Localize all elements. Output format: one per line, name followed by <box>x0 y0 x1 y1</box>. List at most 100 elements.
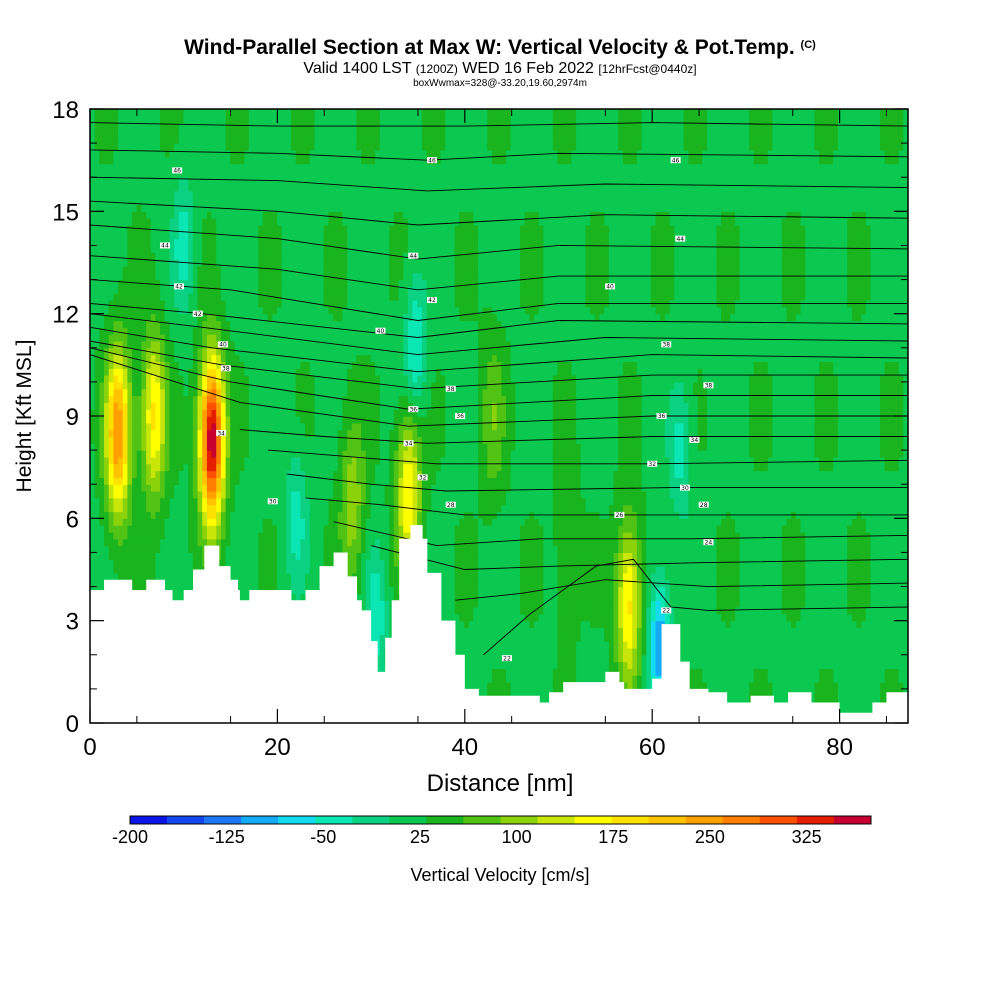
heat-cell <box>206 532 213 540</box>
heat-cell <box>478 641 484 649</box>
heat-cell <box>576 627 582 635</box>
heat-cell <box>688 641 694 649</box>
heat-cell <box>529 661 535 669</box>
heat-cell <box>702 668 708 676</box>
heat-cell <box>613 634 619 642</box>
heat-cell <box>478 572 484 581</box>
heat-cell <box>622 593 629 601</box>
heat-cell <box>636 641 643 649</box>
heat-cell <box>225 559 231 567</box>
heat-cell <box>697 668 703 676</box>
heat-cell <box>735 648 741 656</box>
heat-cell <box>622 634 629 642</box>
heat-cell <box>506 688 512 697</box>
heat-cell <box>552 586 559 594</box>
heat-cell <box>851 532 858 540</box>
heat-cell <box>805 579 811 588</box>
heat-cell <box>220 559 227 567</box>
heat-cell <box>487 607 493 615</box>
heat-cell <box>562 572 568 581</box>
heat-cell <box>449 572 456 581</box>
heat-cell <box>178 525 185 533</box>
heat-cell <box>496 620 502 629</box>
heat-cell <box>856 675 862 683</box>
heat-cell <box>744 688 750 697</box>
heat-cell <box>880 552 886 560</box>
heat-cell <box>805 675 811 683</box>
heat-cell <box>875 552 881 560</box>
heat-cell <box>758 600 764 608</box>
heat-cell <box>492 559 498 567</box>
heat-cell <box>627 654 633 663</box>
heat-cell <box>795 654 802 663</box>
heat-cell <box>248 545 255 553</box>
heat-cell <box>291 525 297 533</box>
heat-cell <box>384 572 390 581</box>
heat-cell <box>828 607 834 615</box>
heat-cell <box>118 566 124 574</box>
valid-time: Valid 1400 LST <box>303 60 412 77</box>
heat-cell <box>538 634 544 642</box>
heat-cell <box>735 668 741 676</box>
heat-cell <box>594 634 601 642</box>
heat-cell <box>809 641 816 649</box>
heat-cell <box>805 532 811 540</box>
heat-cell <box>384 627 390 635</box>
heat-cell <box>880 572 886 581</box>
heat-cell <box>735 620 741 629</box>
heat-cell <box>188 552 194 560</box>
heat-cell <box>828 593 834 601</box>
heat-cell <box>767 545 774 553</box>
heat-cell <box>814 586 820 594</box>
heat-cell <box>482 579 488 588</box>
heat-cell <box>688 620 694 629</box>
heat-cell <box>842 613 848 622</box>
heat-cell <box>183 532 189 540</box>
heat-cell <box>875 566 881 574</box>
heat-cell <box>856 600 862 608</box>
heat-cell <box>267 579 273 588</box>
heat-cell <box>234 538 241 547</box>
heat-cell <box>749 572 755 581</box>
heat-cell <box>856 682 862 690</box>
heat-cell <box>220 552 227 560</box>
heat-cell <box>632 668 638 676</box>
heat-cell <box>809 688 816 697</box>
heat-cell <box>234 552 241 560</box>
heat-cell <box>828 661 834 669</box>
heat-cell <box>894 600 900 608</box>
heat-cell <box>580 572 587 581</box>
heat-cell <box>389 552 395 560</box>
heat-cell <box>295 532 301 540</box>
heat-cell <box>370 525 376 533</box>
heat-cell <box>496 566 502 574</box>
heat-cell <box>865 593 872 601</box>
heat-cell <box>183 579 189 588</box>
heat-cell <box>833 648 839 656</box>
heat-cell <box>730 688 736 697</box>
heat-cell <box>449 613 456 622</box>
heat-cell <box>880 688 886 697</box>
heat-cell <box>856 572 862 581</box>
heat-cell <box>674 586 680 594</box>
heat-cell <box>683 648 689 656</box>
heat-cell <box>323 538 329 547</box>
heat-cell <box>744 566 750 574</box>
heat-cell <box>819 552 825 560</box>
heat-cell <box>730 675 736 683</box>
heat-cell <box>435 532 442 540</box>
heat-cell <box>786 627 792 635</box>
heat-cell <box>594 627 601 635</box>
heat-cell <box>828 668 834 676</box>
heat-cell <box>641 661 647 669</box>
heat-cell <box>543 607 549 615</box>
heat-cell <box>548 545 554 553</box>
heat-cell <box>632 532 638 540</box>
heat-cell <box>482 525 488 533</box>
heat-cell <box>861 600 867 608</box>
heat-cell <box>524 661 530 669</box>
heat-cell <box>174 586 180 594</box>
heat-cell <box>576 641 582 649</box>
heat-cell <box>552 572 559 581</box>
heat-cell <box>169 552 175 560</box>
